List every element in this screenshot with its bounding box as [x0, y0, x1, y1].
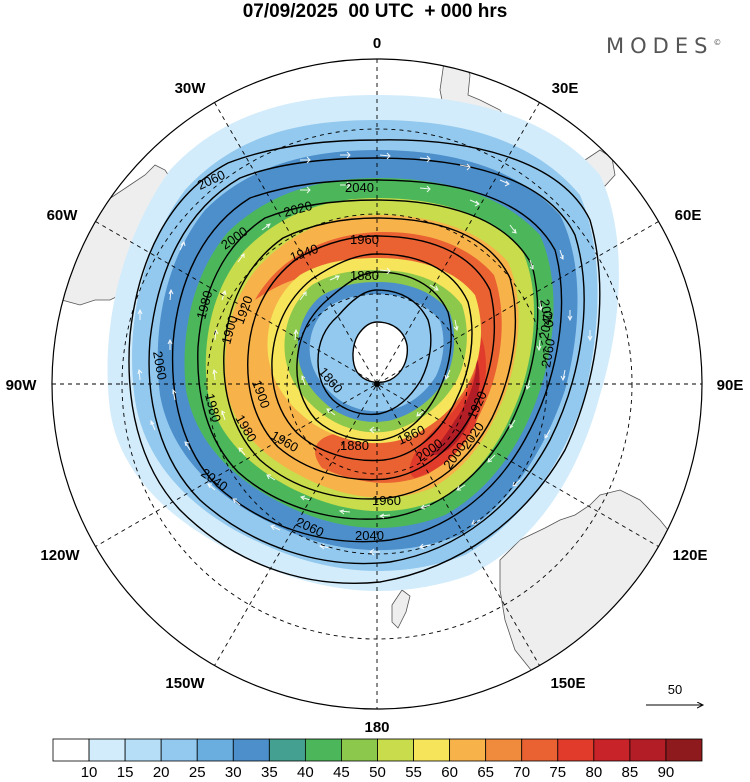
colorbar-swatch	[196, 738, 234, 762]
height-contours	[128, 139, 601, 584]
colorbar-swatch	[160, 738, 198, 762]
contour-label: 1980	[202, 392, 224, 424]
contour-label: 2020	[282, 198, 314, 220]
contour-label: 1960	[372, 493, 401, 508]
colorbar-tick-label: 50	[369, 764, 386, 781]
colorbar-swatch	[232, 738, 270, 762]
colorbar-tick-label: 45	[333, 764, 350, 781]
map-title: 07/09/2025 00 UTC + 000 hrs	[242, 1, 508, 22]
reference-vector-label: 50	[668, 682, 682, 697]
contour-label: 2040	[345, 180, 374, 195]
map-border	[51, 58, 703, 710]
contour-label: 1980	[193, 289, 215, 321]
colorbar-swatch	[485, 738, 523, 762]
colorbar-tick-label: 80	[585, 764, 602, 781]
colorbar-tick-label: 75	[549, 764, 566, 781]
colorbar-swatch	[413, 738, 451, 762]
contour-label: 2040	[355, 528, 384, 543]
contour-label: 1960	[350, 232, 379, 247]
colorbar-swatch	[557, 738, 595, 762]
lon-label-60w: 60W	[47, 207, 79, 224]
contour-label: 2060	[538, 337, 558, 368]
contour-label: 2040	[536, 309, 556, 340]
colorbar-tick-label: 65	[477, 764, 494, 781]
colorbar-tick-label: 55	[405, 764, 422, 781]
modes-logo: MODES©	[606, 34, 721, 58]
colorbar-tick-label: 25	[189, 764, 206, 781]
colorbar-swatch	[593, 738, 631, 762]
logo-mark: ©	[713, 38, 722, 47]
reference-vector: 50	[646, 682, 703, 705]
lon-label-150w: 150W	[165, 675, 205, 692]
lon-label-30w: 30W	[175, 80, 207, 97]
lon-label-180: 180	[364, 719, 389, 736]
colorbar-tick-label: 30	[225, 764, 242, 781]
colorbar-tick-label: 10	[81, 764, 98, 781]
colorbar-tick-label: 35	[261, 764, 278, 781]
colorbar: 10 15 20 25 30 35 40 45 50 55 60 65 70 75 80 85 90	[52, 738, 703, 781]
lon-label-0: 0	[373, 35, 381, 52]
contour-label: 1880	[340, 438, 369, 453]
south-pole-marker	[374, 381, 380, 387]
colorbar-swatch	[268, 738, 306, 762]
logo-text: MODES	[606, 34, 714, 58]
colorbar-swatch	[521, 738, 559, 762]
colorbar-tick-label: 15	[117, 764, 134, 781]
lon-label-90w: 90W	[6, 377, 38, 394]
lon-label-60e: 60E	[675, 207, 702, 224]
colorbar-tick-label: 90	[658, 764, 675, 781]
lon-label-150e: 150E	[550, 675, 585, 692]
lon-label-120w: 120W	[40, 547, 80, 564]
colorbar-tick-label: 40	[297, 764, 314, 781]
contour-label: 1880	[350, 268, 379, 283]
colorbar-swatch	[341, 738, 378, 762]
colorbar-tick-label: 60	[441, 764, 458, 781]
colorbar-swatch	[124, 738, 162, 762]
colorbar-tick-label: 70	[513, 764, 530, 781]
wind-vectors	[137, 151, 593, 556]
longitude-labels: 0 30E 60E 90E 120E 150E 180 150W 120W 90…	[6, 35, 744, 736]
colorbar-tick-label: 20	[153, 764, 170, 781]
colorbar-swatch	[665, 738, 703, 762]
new-zealand-land	[391, 589, 411, 629]
lon-label-30e: 30E	[552, 80, 579, 97]
contour-label: 2020	[537, 298, 557, 329]
map-body	[52, 59, 702, 709]
lon-label-120e: 120E	[672, 547, 707, 564]
lon-label-90e: 90E	[717, 377, 744, 394]
contour-label: 2060	[150, 350, 170, 381]
colorbar-swatch	[88, 738, 126, 762]
graticule	[52, 59, 702, 709]
colorbar-swatch	[52, 738, 90, 762]
colorbar-swatch	[449, 738, 487, 762]
colorbar-swatch	[629, 738, 667, 762]
contour-label: 1900	[218, 314, 240, 346]
colorbar-tick-label: 85	[622, 764, 639, 781]
colorbar-swatch	[377, 738, 414, 762]
colorbar-swatch	[304, 738, 342, 762]
